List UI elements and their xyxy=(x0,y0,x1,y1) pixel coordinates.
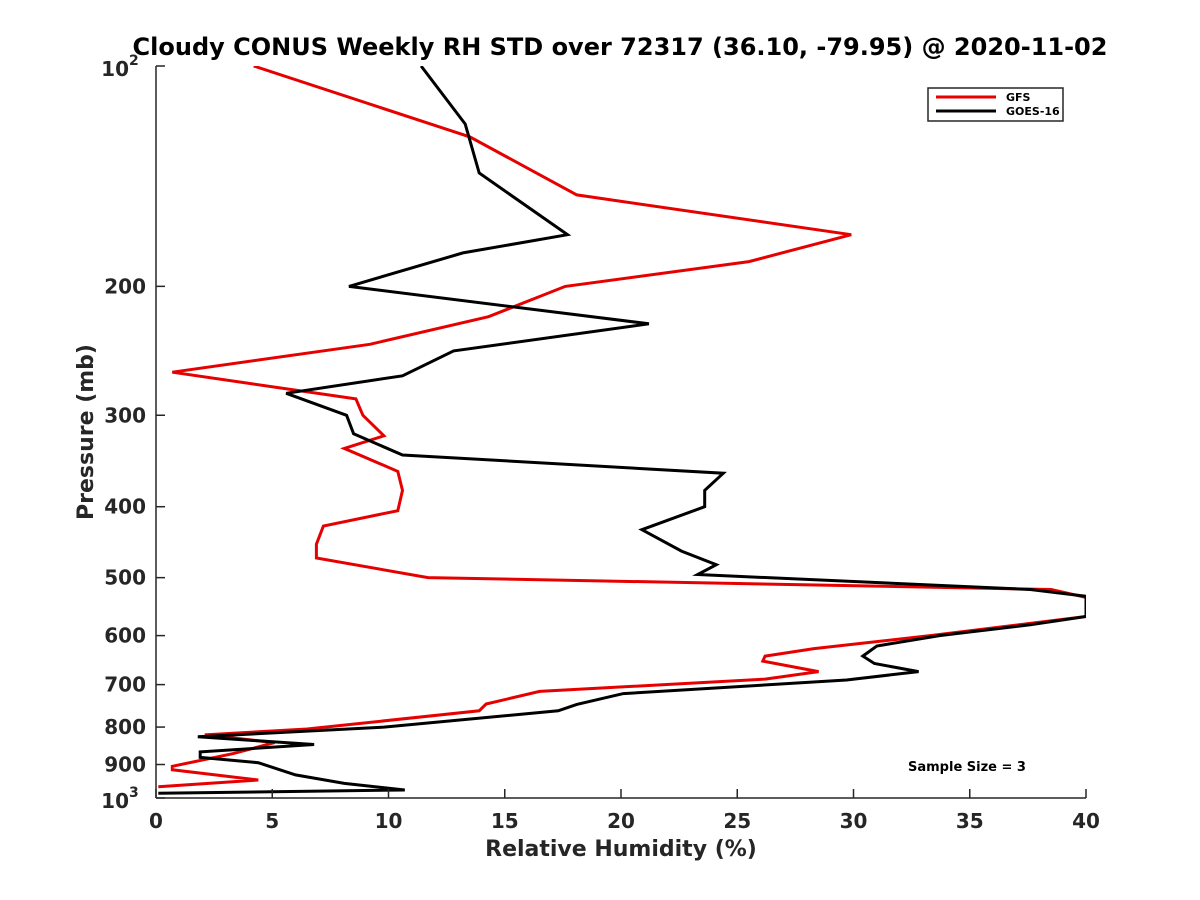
y-tick-label: 200 xyxy=(104,274,146,298)
legend-box xyxy=(927,87,1064,122)
plot-area xyxy=(155,65,1087,799)
x-tick-label: 30 xyxy=(840,809,868,833)
axes-layer xyxy=(155,65,1087,799)
y-axis-label: Pressure (mb) xyxy=(74,344,99,520)
svg-text:2: 2 xyxy=(129,53,139,69)
legend-label: GFS xyxy=(1006,91,1031,104)
x-tick-label: 10 xyxy=(375,809,403,833)
svg-text:3: 3 xyxy=(129,785,139,801)
x-tick-label: 0 xyxy=(149,809,163,833)
svg-text:10: 10 xyxy=(101,789,129,813)
y-tick-label: 600 xyxy=(104,624,146,648)
svg-text:10: 10 xyxy=(101,57,129,81)
x-tick-label: 15 xyxy=(491,809,519,833)
sample-size-annotation: Sample Size = 3 xyxy=(908,760,1026,775)
series-layer xyxy=(158,66,1086,795)
x-axis-label: Relative Humidity (%) xyxy=(485,837,757,862)
y-tick-label: 400 xyxy=(104,495,146,519)
x-tick-label: 25 xyxy=(723,809,751,833)
y-tick-label: 500 xyxy=(104,566,146,590)
y-tick-label: 300 xyxy=(104,403,146,427)
series-line-gfs xyxy=(158,66,1086,789)
x-tick-label: 5 xyxy=(265,809,279,833)
y-tick-label: 700 xyxy=(104,673,146,697)
y-tick-label: 800 xyxy=(104,715,146,739)
y-tick-label: 900 xyxy=(104,753,146,777)
y-tick-label: 10 2 xyxy=(101,53,139,81)
x-tick-labels: 0 5 10 15 20 25 30 35 40 xyxy=(149,809,1100,833)
x-tick-label: 40 xyxy=(1072,809,1100,833)
x-tick-label: 35 xyxy=(956,809,984,833)
series-line-goes-16 xyxy=(158,66,1086,795)
plot-frame xyxy=(156,66,1086,798)
y-tick-label: 10 3 xyxy=(101,785,139,813)
x-tick-label: 20 xyxy=(607,809,635,833)
legend-label: GOES-16 xyxy=(1006,105,1060,118)
chart-title: Cloudy CONUS Weekly RH STD over 72317 (3… xyxy=(133,33,1108,61)
